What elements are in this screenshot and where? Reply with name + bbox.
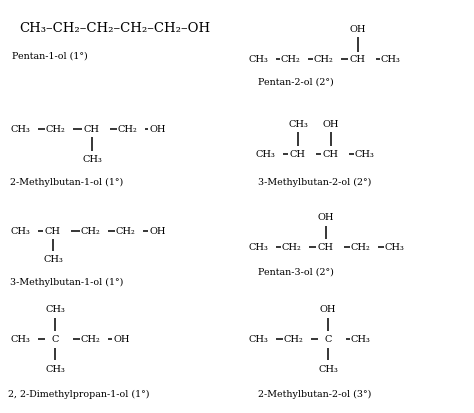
Text: C: C: [324, 335, 332, 344]
Text: 2-Methylbutan-2-ol (3°): 2-Methylbutan-2-ol (3°): [258, 389, 371, 398]
Text: 3-Methylbutan-2-ol (2°): 3-Methylbutan-2-ol (2°): [258, 178, 371, 187]
Text: Pentan-2-ol (2°): Pentan-2-ol (2°): [258, 78, 334, 87]
Text: CH: CH: [350, 55, 366, 64]
Text: CH₃: CH₃: [45, 365, 65, 374]
Text: CH₃: CH₃: [10, 125, 30, 134]
Text: CH: CH: [290, 150, 306, 159]
Text: CH: CH: [318, 243, 334, 252]
Text: CH₃: CH₃: [380, 55, 400, 64]
Text: CH: CH: [45, 227, 61, 236]
Text: CH₂: CH₂: [80, 227, 100, 236]
Text: 2-Methylbutan-1-ol (1°): 2-Methylbutan-1-ol (1°): [10, 178, 123, 187]
Text: CH₂: CH₂: [80, 335, 100, 344]
Text: CH₃: CH₃: [10, 335, 30, 344]
Text: CH₃: CH₃: [248, 55, 268, 64]
Text: CH: CH: [323, 150, 339, 159]
Text: CH₃: CH₃: [43, 255, 63, 264]
Text: CH₃–CH₂–CH₂–CH₂–CH₂–OH: CH₃–CH₂–CH₂–CH₂–CH₂–OH: [19, 22, 210, 35]
Text: 2, 2-Dimethylpropan-1-ol (1°): 2, 2-Dimethylpropan-1-ol (1°): [8, 389, 149, 398]
Text: OH: OH: [150, 125, 166, 134]
Text: CH₂: CH₂: [280, 55, 300, 64]
Text: CH₃: CH₃: [318, 365, 338, 374]
Text: CH₂: CH₂: [115, 227, 135, 236]
Text: CH₃: CH₃: [354, 150, 374, 159]
Text: CH₂: CH₂: [283, 335, 303, 344]
Text: OH: OH: [320, 305, 336, 314]
Text: OH: OH: [323, 120, 339, 129]
Text: CH₃: CH₃: [384, 243, 404, 252]
Text: CH₃: CH₃: [10, 227, 30, 236]
Text: CH₃: CH₃: [255, 150, 275, 159]
Text: OH: OH: [318, 213, 334, 222]
Text: Pentan-3-ol (2°): Pentan-3-ol (2°): [258, 267, 334, 276]
Text: OH: OH: [114, 335, 130, 344]
Text: CH₃: CH₃: [350, 335, 370, 344]
Text: CH₃: CH₃: [288, 120, 308, 129]
Text: OH: OH: [150, 227, 166, 236]
Text: CH: CH: [84, 125, 100, 134]
Text: CH₂: CH₂: [350, 243, 370, 252]
Text: CH₃: CH₃: [248, 335, 268, 344]
Text: CH₃: CH₃: [45, 305, 65, 314]
Text: 3-Methylbutan-1-ol (1°): 3-Methylbutan-1-ol (1°): [10, 277, 123, 287]
Text: CH₂: CH₂: [313, 55, 333, 64]
Text: CH₂: CH₂: [45, 125, 65, 134]
Text: CH₃: CH₃: [82, 155, 102, 164]
Text: OH: OH: [350, 26, 366, 34]
Text: Pentan-1-ol (1°): Pentan-1-ol (1°): [12, 52, 88, 61]
Text: C: C: [51, 335, 59, 344]
Text: CH₃: CH₃: [248, 243, 268, 252]
Text: CH₂: CH₂: [281, 243, 301, 252]
Text: CH₂: CH₂: [117, 125, 137, 134]
